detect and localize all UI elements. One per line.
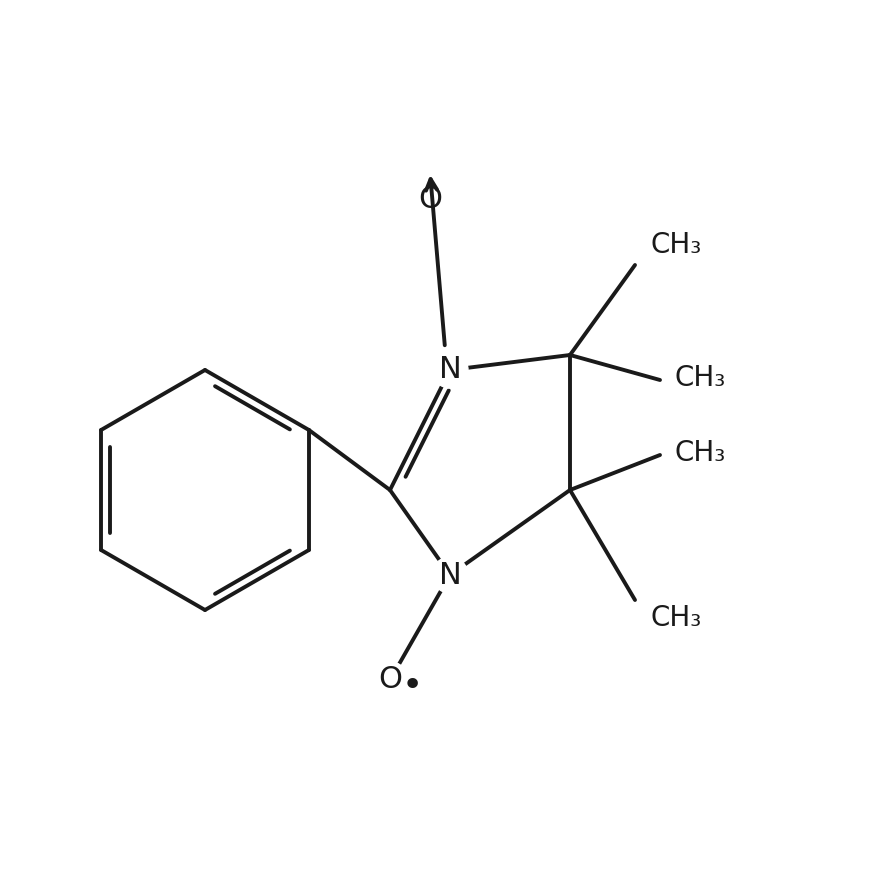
Circle shape: [372, 662, 408, 698]
Text: N: N: [439, 355, 461, 384]
Text: CH₃: CH₃: [675, 439, 726, 467]
Text: N: N: [439, 561, 461, 589]
Text: O: O: [378, 666, 402, 694]
Circle shape: [432, 557, 468, 593]
Text: CH₃: CH₃: [650, 231, 701, 259]
Circle shape: [412, 182, 448, 218]
Text: •: •: [401, 669, 423, 703]
Circle shape: [372, 662, 408, 698]
Circle shape: [432, 352, 468, 388]
Text: O: O: [418, 185, 442, 214]
Text: CH₃: CH₃: [650, 604, 701, 632]
Text: CH₃: CH₃: [675, 364, 726, 392]
